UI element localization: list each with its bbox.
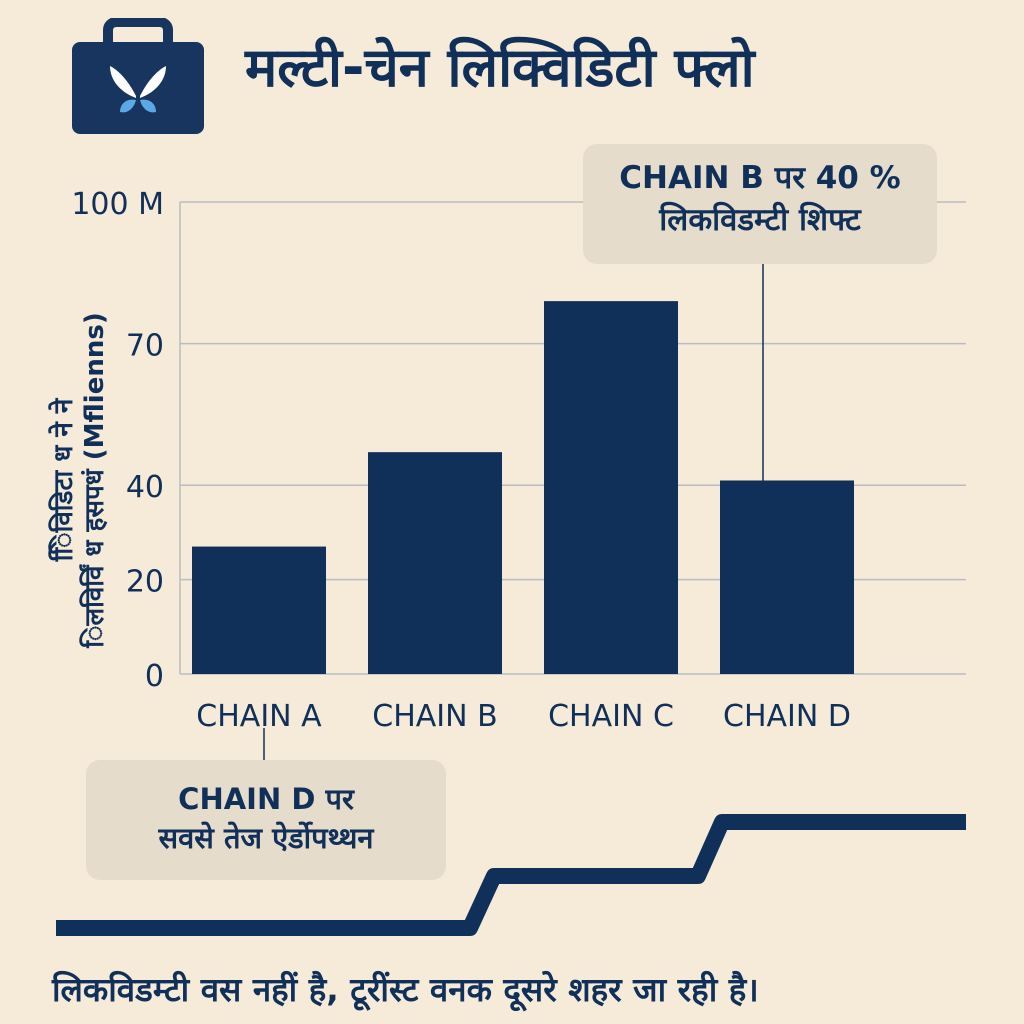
briefcase-logo-icon [72,18,204,134]
callout-chain-b: CHAIN B पर 40 % लिकविडम्टी शिफ्ट [583,144,937,264]
callout-chain-d: CHAIN D पर सवसे तेज ऐर्डोपथ्थन [86,760,446,880]
bar-chain-c [544,301,678,674]
page-title: मल्टी-चेन लिक्विडिटी फ्लो [245,36,755,99]
y-tick-label: 40 [126,470,164,505]
y-tick-label: 100 M [71,187,164,222]
y-tick-label: 20 [126,565,164,600]
x-tick-label: CHAIN C [548,699,674,734]
bar-chain-b [368,452,502,674]
callout-chain-d-line2: सवसे तेज ऐर्डोपथ्थन [158,821,374,856]
x-tick-label: CHAIN A [196,699,322,734]
x-tick-label: CHAIN B [372,699,497,734]
y-tick-label: 0 [145,659,164,694]
y-tick-label: 70 [126,329,164,364]
callout-chain-d-line1: CHAIN D पर [178,782,354,816]
y-axis-label: ििविडिटा ध ने ने िलविर्विं ध हसपधं (Mfli… [48,312,110,648]
bar-chain-d [720,480,854,674]
callout-chain-b-line1: CHAIN B पर 40 % [619,160,901,196]
x-tick-label: CHAIN D [723,699,851,734]
footer-caption: लिकविडम्टी वस नहीं है, टूरींस्ट वनक दूसर… [52,970,759,1009]
bar-chain-a [192,546,326,674]
step-trend-line [56,814,966,936]
callout-chain-b-line2: लिकविडम्टी शिफ्ट [659,201,861,238]
